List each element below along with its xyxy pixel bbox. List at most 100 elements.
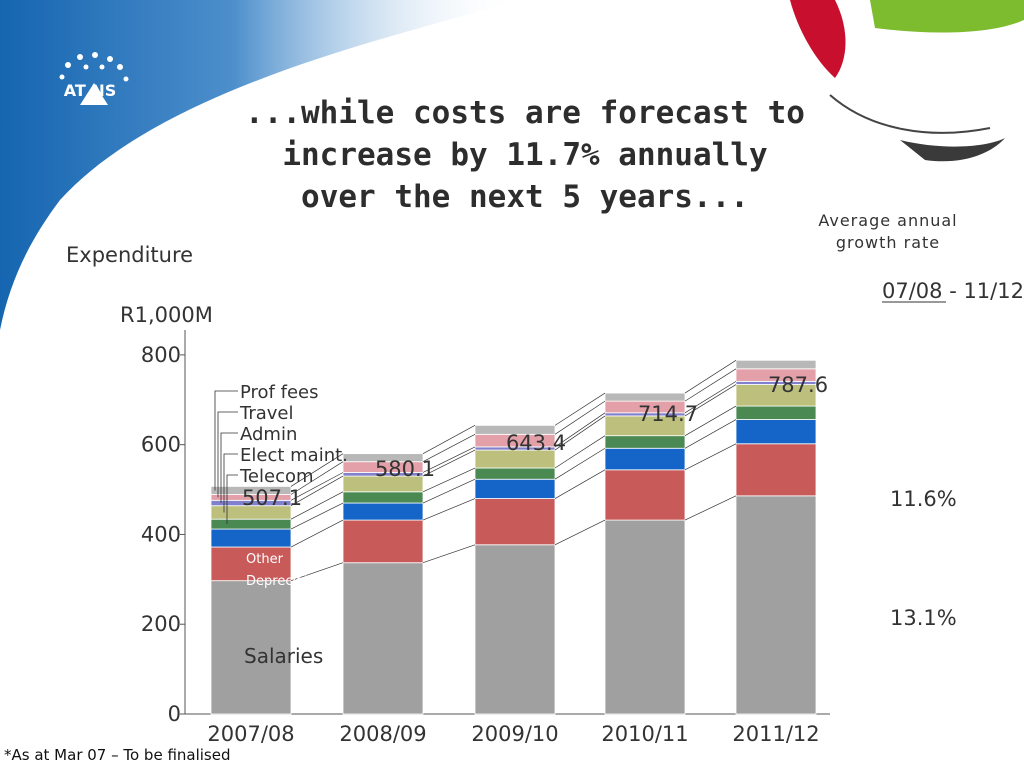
connector-line [290,491,344,520]
slide-title: ...while costs are forecast to increase … [235,92,815,218]
legend-leader-line [220,432,238,504]
atns-logo: AT NS [40,35,140,125]
bar-segment [604,392,686,402]
connector-line [290,461,344,495]
connector-line [290,475,344,507]
bar-segment [735,359,817,370]
green-corner-shape [870,0,1024,33]
legend-label: Admin [240,424,297,445]
bar-segment [474,544,556,715]
connector-line [554,469,606,499]
legend-label: Prof fees [240,382,318,403]
inbar-label-other: Other [246,552,284,567]
bar-segment [604,435,686,449]
connector-line [684,405,737,436]
bar-segment [604,519,686,715]
title-line-3: over the next 5 years... [301,179,749,215]
connector-line [422,425,476,454]
growth-rate-header: Average annual growth rate [800,210,976,254]
bar-segment [735,419,817,445]
growth-value-other-costs: 11.6% [890,487,957,511]
connector-line [290,562,344,582]
bar-segment [735,443,817,497]
connector-line [290,519,344,548]
connector-line [554,519,606,546]
y-axis-label: R1,000M [120,303,213,327]
x-tick-label: 2009/10 [471,722,558,746]
title-line-1: ...while costs are forecast to [245,95,805,131]
connector-line [554,435,606,469]
connector-line [290,453,344,487]
x-tick-label: 2010/11 [601,722,688,746]
connector-line [684,443,737,471]
connector-line [684,368,737,402]
bar-segment [474,498,556,546]
inbar-label-depreciation: Depreciation [246,574,329,589]
connector-line [422,498,476,521]
legend-label: Elect maint. [240,445,348,466]
connector-line [684,359,737,394]
bar-segment [474,424,556,435]
bar-segment [342,562,424,715]
connector-line [422,478,476,504]
dark-corner-shape [900,138,1005,162]
inbar-label-salaries: Salaries [244,644,323,668]
x-tick-label: 2008/09 [339,722,426,746]
legend-label: Telecom [239,466,314,487]
bar-segment [210,528,292,548]
connector-line [554,392,606,426]
chart-title: Expenditure [66,243,193,267]
bar-segment [210,518,292,530]
connector-line [422,446,476,473]
bar-segment [210,580,292,715]
connector-line [684,495,737,521]
connector-line [422,434,476,463]
connector-line [554,412,606,448]
legend-label: Travel [239,403,294,424]
bar-total-label: 507.1 [242,486,302,510]
connector-line [684,384,737,417]
y-tick-label: 600 [141,433,181,457]
connector-line [422,544,476,564]
bar-segment [604,469,686,521]
connector-line [290,502,344,530]
connector-line [554,447,606,480]
connector-line [684,419,737,449]
logo-text: AT NS [64,81,117,100]
connector-line [422,449,476,477]
bar-total-label: 643.4 [506,431,566,455]
legend-leader-line [217,411,238,498]
connector-line [554,415,606,451]
connector-line [290,472,344,501]
bar-segment [342,491,424,504]
connector-line [554,400,606,435]
red-corner-shape [790,0,846,78]
y-tick-label: 200 [141,612,181,636]
growth-header-line-1: Average annual [818,211,958,230]
y-tick-label: 0 [168,702,181,726]
bar-segment [210,546,292,582]
bar-segment [342,502,424,521]
bar-segment [342,453,424,463]
bar-segment [342,519,424,564]
bar-segment [735,405,817,420]
legend-leader-line [223,453,238,513]
bar-segment [474,467,556,480]
bar-segment [210,486,292,495]
title-line-2: increase by 11.7% annually [282,137,768,173]
growth-value-salaries: 13.1% [890,606,957,630]
bar-segment [735,495,817,715]
bar-total-label: 580.1 [375,457,435,481]
growth-period-label: 07/08 - 11/12 [882,279,1024,303]
blue-swoosh [0,0,520,330]
bar-total-label: 714.7 [638,402,698,426]
x-tick-label: 2011/12 [732,722,819,746]
y-tick-label: 400 [141,522,181,546]
grey-swoosh-line [829,94,991,134]
bar-segment [474,478,556,499]
growth-header-line-2: growth rate [835,233,941,252]
connector-line [422,467,476,493]
bar-segment [604,447,686,471]
